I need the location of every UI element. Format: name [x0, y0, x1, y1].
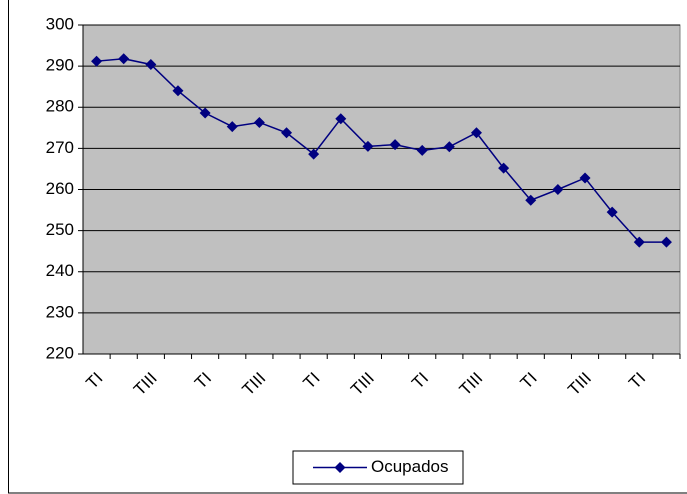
point [389, 139, 401, 151]
point [253, 116, 265, 128]
point [199, 107, 211, 119]
legend-marker [334, 462, 346, 473]
y-tick-label: 270 [46, 138, 74, 157]
point [552, 184, 564, 195]
point [145, 58, 157, 70]
y-tick-label: 240 [46, 261, 74, 280]
point [172, 85, 184, 97]
y-tick-label: 260 [46, 179, 74, 198]
legend: Ocupados [292, 450, 464, 485]
y-tick-label: 230 [46, 302, 74, 321]
point [281, 127, 293, 139]
point [308, 148, 320, 160]
point [335, 113, 347, 125]
point [91, 55, 103, 67]
y-tick-label: 250 [46, 220, 74, 239]
y-tick-label: 220 [46, 343, 74, 362]
y-tick-label: 300 [46, 14, 74, 33]
point [362, 140, 374, 152]
point [498, 162, 510, 174]
point [525, 194, 537, 206]
point [633, 236, 645, 248]
point [660, 236, 672, 248]
point [443, 141, 455, 153]
point [416, 144, 428, 156]
point [606, 206, 618, 218]
legend-label: Ocupados [371, 457, 449, 476]
series-line [96, 57, 667, 243]
y-tick-label: 280 [46, 97, 74, 116]
point [579, 172, 591, 184]
y-tick-label: 290 [46, 56, 74, 75]
point [470, 127, 482, 139]
point [226, 121, 238, 133]
point [118, 53, 130, 65]
